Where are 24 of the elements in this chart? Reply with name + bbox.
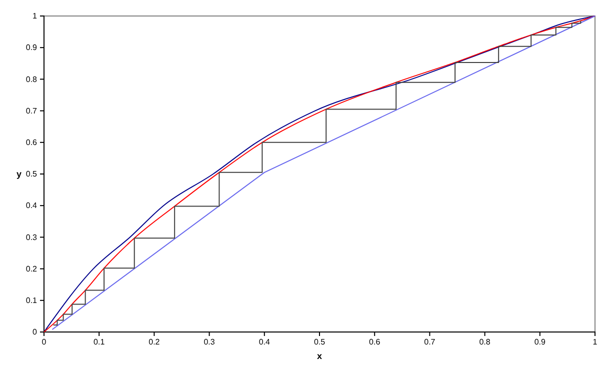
y-tick-label: 0.6 [26, 138, 38, 147]
x-tick-label: 0.5 [314, 338, 326, 347]
x-tick-label: 0.3 [204, 338, 216, 347]
x-tick-label: 0.1 [94, 338, 106, 347]
y-tick-label: 0.7 [26, 106, 38, 116]
x-tick-label: 0.2 [148, 338, 160, 347]
y-tick-label: 0.2 [26, 264, 38, 274]
x-tick-label: 0.8 [479, 338, 491, 347]
x-tick-label: 0.9 [534, 338, 546, 347]
y-axis-title: y [16, 169, 22, 179]
y-tick-label: 0.8 [26, 74, 38, 84]
x-tick-label: 0 [42, 338, 47, 347]
x-axis-title: x [316, 351, 322, 361]
x-tick-label: 1 [592, 338, 598, 347]
y-tick-label: 0.1 [26, 296, 38, 305]
x-tick-label: 0.6 [369, 338, 381, 347]
y-tick-label: 0.4 [26, 201, 38, 210]
y-tick-label: 0.9 [26, 43, 38, 52]
y-tick-label: 0 [32, 328, 38, 337]
y-tick-label: 0.5 [26, 170, 38, 179]
x-tick-label: 0.7 [424, 338, 436, 347]
y-tick-label: 1 [32, 12, 38, 21]
y-tick-label: 0.3 [26, 232, 38, 242]
x-tick-label: 0.4 [258, 338, 271, 347]
